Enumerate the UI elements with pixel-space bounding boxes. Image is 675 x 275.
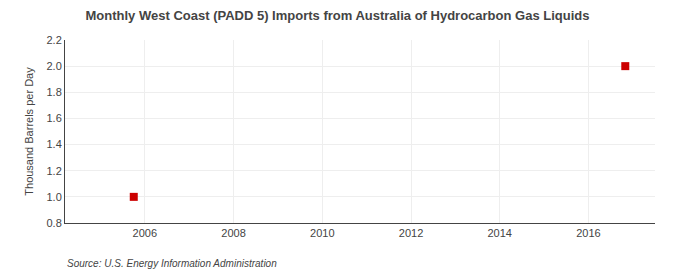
- svg-text:Source: U.S. Energy Informatio: Source: U.S. Energy Information Administ…: [67, 258, 277, 269]
- svg-text:2012: 2012: [399, 227, 423, 239]
- svg-text:1.0: 1.0: [47, 191, 62, 203]
- svg-text:2014: 2014: [487, 227, 511, 239]
- svg-text:1.2: 1.2: [47, 165, 62, 177]
- svg-text:2010: 2010: [310, 227, 334, 239]
- svg-text:2008: 2008: [221, 227, 245, 239]
- svg-text:2016: 2016: [576, 227, 600, 239]
- svg-text:1.8: 1.8: [47, 86, 62, 98]
- svg-text:Monthly West Coast (PADD 5) Im: Monthly West Coast (PADD 5) Imports from…: [86, 8, 590, 23]
- svg-text:Thousand Barrels per Day: Thousand Barrels per Day: [23, 67, 35, 196]
- svg-text:1.4: 1.4: [47, 138, 62, 150]
- svg-text:1.6: 1.6: [47, 112, 62, 124]
- svg-text:2.0: 2.0: [47, 60, 62, 72]
- svg-text:2.2: 2.2: [47, 34, 62, 46]
- svg-text:0.8: 0.8: [47, 217, 62, 229]
- svg-text:2006: 2006: [133, 227, 157, 239]
